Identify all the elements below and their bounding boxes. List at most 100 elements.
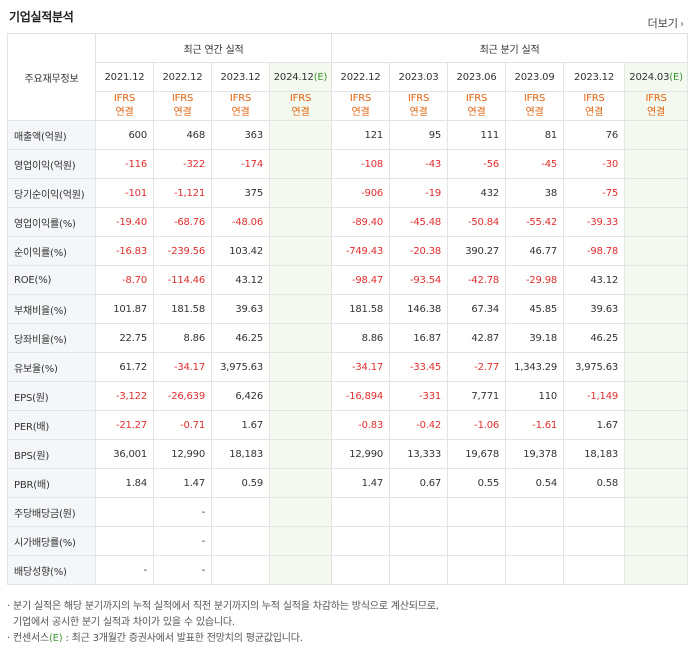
table-row: 주당배당금(원) - <box>7 497 689 527</box>
table-cell: -906 <box>331 178 391 208</box>
table-cell: 76 <box>563 120 626 150</box>
table-cell: -108 <box>331 149 391 179</box>
table-cell: -1,149 <box>563 381 626 411</box>
table-cell <box>563 555 626 585</box>
table-cell: -331 <box>389 381 449 411</box>
table-cell: 101.87 <box>95 294 154 324</box>
table-cell: -42.78 <box>447 265 507 295</box>
ifrs-label: IFRS 연결 <box>331 91 391 121</box>
table-cell: 39.63 <box>211 294 270 324</box>
table-cell <box>211 526 270 556</box>
quarter-group-header: 최근 분기 실적 <box>331 33 689 63</box>
table-cell <box>268 468 333 498</box>
table-row: 매출액(억원) 600 468 363 121 95 111 81 76 <box>7 120 689 150</box>
table-cell <box>505 526 565 556</box>
annual-group-header: 최근 연간 실적 <box>94 33 333 63</box>
table-row: 배당성향(%) - - <box>7 555 689 585</box>
table-cell: -45.48 <box>389 207 449 237</box>
table-cell: 16.87 <box>389 323 449 353</box>
row-label: 시가배당률(%) <box>7 526 96 556</box>
table-cell: 111 <box>447 120 507 150</box>
table-cell <box>505 497 565 527</box>
table-cell: 121 <box>331 120 391 150</box>
table-cell: 46.25 <box>211 323 270 353</box>
table-row: 순이익률(%) -16.83 -239.56 103.42 -749.43 -20.38 3… <box>7 236 689 266</box>
table-cell: 1.67 <box>211 410 270 440</box>
table-cell <box>624 265 689 295</box>
table-cell <box>624 526 689 556</box>
table-cell <box>331 497 391 527</box>
period-header: 2023.03 <box>389 62 449 92</box>
table-cell: 1.84 <box>95 468 154 498</box>
table-cell: 45.85 <box>505 294 565 324</box>
table-cell: -39.33 <box>563 207 626 237</box>
table-cell: 468 <box>153 120 212 150</box>
table-row: 부채비율(%) 101.87 181.58 39.63 181.58 146.38 67.3… <box>7 294 689 324</box>
table-cell: -16.83 <box>95 236 154 266</box>
table-cell: -1.06 <box>447 410 507 440</box>
ifrs-label: IFRS 연결 <box>211 91 270 121</box>
period-header: 2023.06 <box>447 62 507 92</box>
table-cell <box>389 497 449 527</box>
table-cell: 432 <box>447 178 507 208</box>
table-cell: -45 <box>505 149 565 179</box>
period-header: 2024.12(E) <box>268 62 333 92</box>
table-row: PBR(배) 1.84 1.47 0.59 1.47 0.67 0.55 0.54 0.58 <box>7 468 689 498</box>
table-cell: 18,183 <box>211 439 270 469</box>
table-cell: 12,990 <box>331 439 391 469</box>
footnote-1-cont: 기업에서 공시한 분기 실적과 차이가 있을 수 있습니다. <box>12 617 235 628</box>
table-cell <box>268 120 333 150</box>
financial-table: 주요재무정보 최근 연간 실적 최근 분기 실적 2021.12 2022.12 2… <box>7 33 689 585</box>
table-cell <box>268 410 333 440</box>
period-header: 2024.03(E) <box>624 62 689 92</box>
table-cell: -29.98 <box>505 265 565 295</box>
table-cell: 0.58 <box>563 468 626 498</box>
table-cell: - <box>153 555 212 585</box>
table-cell <box>624 468 689 498</box>
table-cell <box>624 149 689 179</box>
table-cell <box>624 410 689 440</box>
table-cell <box>268 352 333 382</box>
table-row: EPS(원) -3,122 -26,639 6,426 -16,894 -331 7,771… <box>7 381 689 411</box>
table-cell: -0.83 <box>331 410 391 440</box>
table-cell <box>389 555 449 585</box>
table-cell: -68.76 <box>153 207 212 237</box>
table-cell: -19 <box>389 178 449 208</box>
table-cell: -93.54 <box>389 265 449 295</box>
table-cell <box>447 526 507 556</box>
table-cell: -55.42 <box>505 207 565 237</box>
table-cell: 42.87 <box>447 323 507 353</box>
table-cell: -8.70 <box>95 265 154 295</box>
table-cell: 7,771 <box>447 381 507 411</box>
table-cell: -43 <box>389 149 449 179</box>
table-cell <box>624 294 689 324</box>
table-cell <box>268 207 333 237</box>
table-cell: -98.47 <box>331 265 391 295</box>
table-cell: 0.55 <box>447 468 507 498</box>
ifrs-label: IFRS 연결 <box>505 91 565 121</box>
table-cell: 0.59 <box>211 468 270 498</box>
ifrs-label: IFRS 연결 <box>95 91 154 121</box>
ifrs-label: IFRS 연결 <box>624 91 689 121</box>
table-cell <box>624 555 689 585</box>
row-label: 당좌비율(%) <box>7 323 96 353</box>
table-cell <box>268 265 333 295</box>
more-link[interactable]: 더보기 › <box>648 15 684 31</box>
table-cell <box>624 120 689 150</box>
period-header: 2022.12 <box>153 62 212 92</box>
table-cell: 43.12 <box>211 265 270 295</box>
table-cell: 8.86 <box>153 323 212 353</box>
period-header: 2023.12 <box>563 62 626 92</box>
table-cell: -89.40 <box>331 207 391 237</box>
table-cell <box>95 526 154 556</box>
table-cell: -101 <box>95 178 154 208</box>
footnotes: · 분기 실적은 해당 분기까지의 누적 실적에서 직전 분기까지의 누적 실적… <box>7 599 439 647</box>
table-cell <box>268 236 333 266</box>
table-cell: 146.38 <box>389 294 449 324</box>
table-cell: 181.58 <box>153 294 212 324</box>
table-cell <box>624 178 689 208</box>
row-label: 영업이익(억원) <box>7 149 96 179</box>
table-cell: - <box>153 497 212 527</box>
table-cell <box>624 352 689 382</box>
ifrs-label: IFRS 연결 <box>563 91 626 121</box>
